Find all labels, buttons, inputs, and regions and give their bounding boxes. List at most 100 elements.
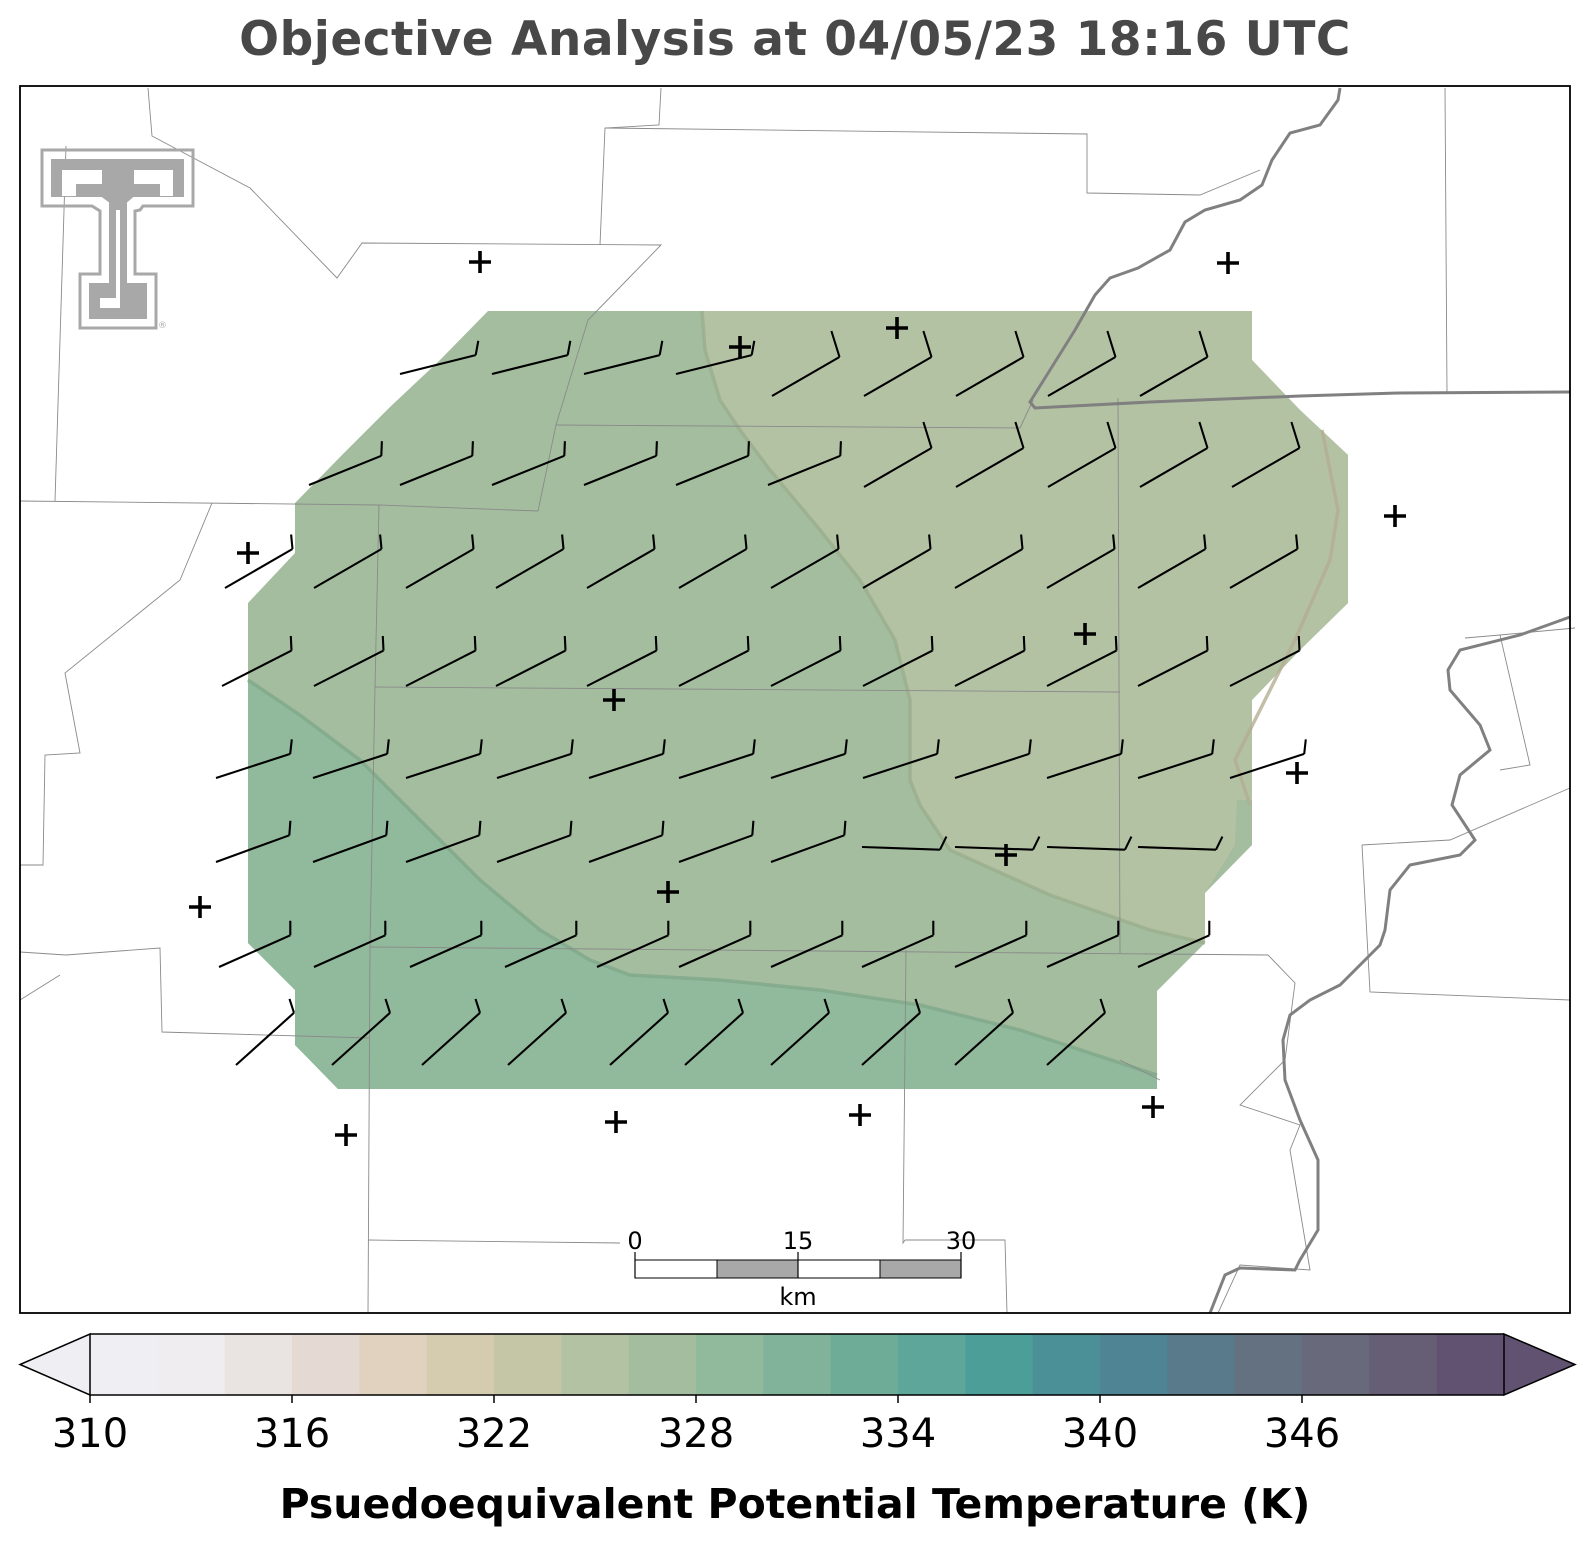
wind-barb xyxy=(862,534,932,589)
wind-barb xyxy=(861,836,948,851)
svg-text:®: ® xyxy=(158,321,167,331)
wind-barb xyxy=(409,920,483,968)
colorbar-tick-label: 310 xyxy=(52,1411,128,1457)
wind-barb xyxy=(405,739,483,779)
colorbar-bin xyxy=(1100,1334,1168,1395)
wind-barb xyxy=(218,920,292,968)
wind-barb xyxy=(862,635,934,687)
wind-barb xyxy=(1046,534,1116,589)
wind-barb xyxy=(770,920,844,968)
theta-e-contour-322b xyxy=(1233,429,1340,806)
colorbar-bin xyxy=(494,1334,562,1395)
colorbar-bin xyxy=(1234,1334,1303,1395)
colorbar-extend-low xyxy=(18,1332,91,1397)
wind-barb xyxy=(312,739,390,779)
wind-barb xyxy=(678,739,756,779)
wind-barb xyxy=(588,739,666,779)
wind-barb xyxy=(1139,421,1209,488)
colorbar-bin xyxy=(359,1334,428,1395)
colorbar-extend-high xyxy=(1503,1332,1577,1397)
wind-barb xyxy=(954,998,1014,1066)
station-marker xyxy=(1217,252,1239,274)
logo-outer xyxy=(40,148,195,330)
wind-barb xyxy=(954,739,1032,779)
texas-tech-logo: ® xyxy=(40,148,195,331)
colorbar-bin xyxy=(157,1334,226,1395)
wind-barb xyxy=(583,441,658,486)
colorbar-bin xyxy=(1167,1334,1236,1395)
wind-barb xyxy=(583,340,664,376)
wind-barb xyxy=(495,635,567,687)
wind-barb xyxy=(1229,534,1299,589)
colorbar-bin xyxy=(1032,1334,1101,1395)
wind-barb xyxy=(954,635,1026,687)
wind-barb xyxy=(1047,330,1117,397)
wind-barb xyxy=(496,739,574,779)
colorbar-tick-label: 340 xyxy=(1062,1411,1138,1457)
scale-bar-label-0: 0 xyxy=(627,1227,642,1255)
station-marker xyxy=(469,251,491,273)
colorbar-label: Psuedoequivalent Potential Temperature (… xyxy=(279,1480,1311,1528)
map-title: Objective Analysis at 04/05/23 18:16 UTC xyxy=(239,12,1351,67)
station-marker xyxy=(1286,762,1308,784)
wind-barb xyxy=(770,820,847,863)
theta-e-contour-326 xyxy=(247,678,1158,1077)
wind-barb xyxy=(675,340,756,376)
colorbar-bin xyxy=(696,1334,764,1395)
station-marker xyxy=(995,844,1017,866)
station-marker xyxy=(335,1124,357,1146)
station-marker xyxy=(849,1104,871,1126)
wind-barb xyxy=(1046,635,1118,687)
wind-barb xyxy=(313,635,385,687)
wind-barb xyxy=(861,920,935,968)
wind-barb xyxy=(767,441,842,486)
wind-barb xyxy=(678,920,752,968)
colorbar-bin xyxy=(1302,1334,1370,1395)
wind-barb xyxy=(399,340,480,376)
station-marker xyxy=(729,336,751,358)
colorbar-bin xyxy=(561,1334,630,1395)
colorbar-bin xyxy=(1369,1334,1438,1395)
wind-barb xyxy=(405,635,477,687)
wind-barb xyxy=(421,998,481,1066)
wind-barb xyxy=(1137,836,1224,851)
wind-barb xyxy=(863,330,933,397)
theta-e-region-322 xyxy=(702,311,1348,943)
colorbar-bin xyxy=(1436,1334,1505,1395)
wind-barb xyxy=(678,534,748,589)
wind-barb xyxy=(491,340,572,376)
colorbar: 310 316 322 328 334 340 346 xyxy=(18,1332,1577,1457)
wind-barb xyxy=(684,998,744,1066)
map-frame xyxy=(19,85,1571,1314)
station-markers xyxy=(189,251,1406,1146)
colorbar-bin xyxy=(426,1334,495,1395)
colorbar-bin xyxy=(224,1334,293,1395)
wind-barb xyxy=(861,998,921,1066)
wind-barb xyxy=(586,635,658,687)
colorbar-bin xyxy=(763,1334,832,1395)
wind-barb xyxy=(235,998,295,1066)
wind-barb xyxy=(1046,998,1106,1066)
wind-barb xyxy=(770,534,840,589)
wind-barb xyxy=(862,739,940,779)
scale-bar-label-30: 30 xyxy=(946,1227,977,1255)
wind-barb xyxy=(1137,635,1209,687)
wind-barb xyxy=(1046,836,1133,851)
wind-barb xyxy=(609,998,669,1066)
wind-barb xyxy=(215,739,293,779)
wind-barb xyxy=(955,330,1025,397)
scale-bar-label-15: 15 xyxy=(783,1227,814,1255)
wind-barb xyxy=(586,534,656,589)
wind-barb xyxy=(215,820,292,863)
wind-barb xyxy=(596,920,670,968)
colorbar-bin xyxy=(90,1334,158,1395)
wind-barb xyxy=(588,820,665,863)
station-marker xyxy=(603,689,625,711)
wind-barb xyxy=(954,920,1028,968)
station-marker xyxy=(1074,623,1096,645)
wind-barb xyxy=(405,820,482,863)
wind-barb xyxy=(491,441,566,486)
wind-barb xyxy=(495,534,565,589)
station-marker xyxy=(189,896,211,918)
station-marker xyxy=(657,881,679,903)
